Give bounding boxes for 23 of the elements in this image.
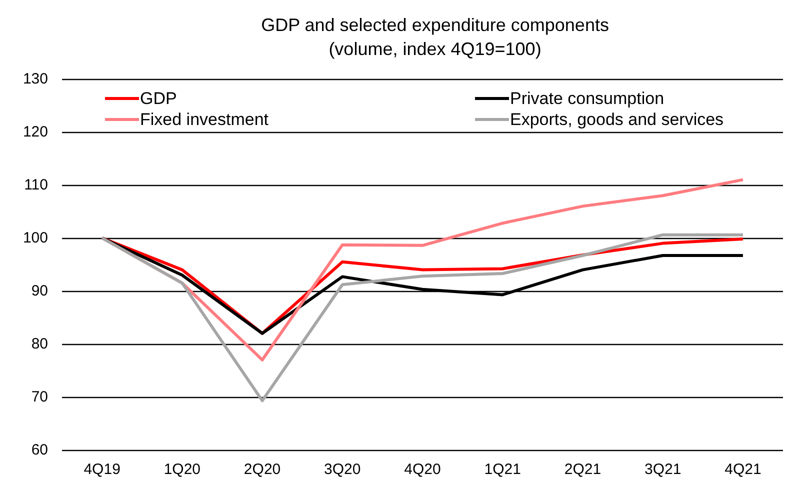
y-tick-label: 100 bbox=[22, 230, 48, 246]
y-tick-label: 70 bbox=[31, 388, 48, 406]
y-tick-label: 90 bbox=[31, 282, 48, 300]
legend-label: Private consumption bbox=[510, 89, 664, 108]
x-tick-label: 3Q21 bbox=[644, 461, 682, 478]
legend-label: Fixed investment bbox=[140, 110, 269, 129]
x-tick-label: 1Q21 bbox=[484, 461, 521, 478]
chart-title: GDP and selected expenditure components (volume, index 4Q19=100) bbox=[261, 15, 609, 59]
legend-label: Exports, goods and services bbox=[510, 110, 724, 129]
x-tick-label: 2Q21 bbox=[564, 461, 602, 478]
x-tick-label: 1Q20 bbox=[164, 461, 201, 478]
x-tick-label: 4Q19 bbox=[84, 461, 120, 478]
x-tick-label: 4Q21 bbox=[724, 461, 762, 478]
line-series bbox=[100, 233, 744, 402]
x-tick-label: 2Q20 bbox=[244, 461, 281, 478]
y-tick-label: 120 bbox=[22, 124, 48, 140]
legend-label: GDP bbox=[140, 89, 177, 108]
y-tick-label: 110 bbox=[24, 176, 48, 194]
y-tick-label: 60 bbox=[31, 442, 48, 458]
x-tick-label: 4Q20 bbox=[404, 461, 441, 478]
y-tick-label: 130 bbox=[22, 70, 48, 88]
y-tick-label: 80 bbox=[31, 336, 48, 352]
x-tick-label: 3Q20 bbox=[324, 461, 361, 478]
